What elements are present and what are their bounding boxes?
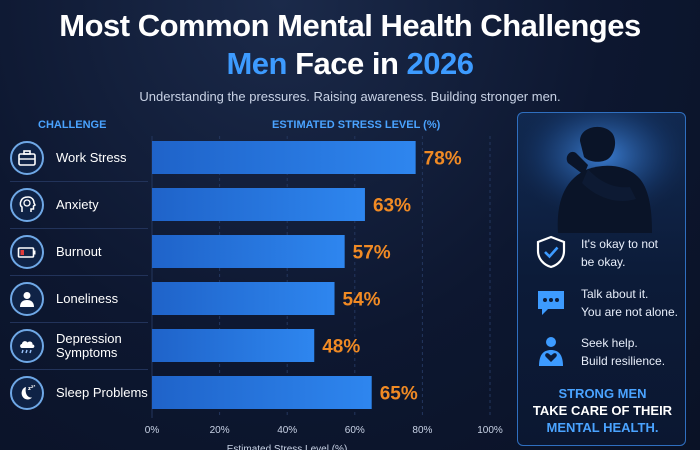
bar-3 [152, 282, 335, 315]
bar-value-label: 78% [424, 149, 462, 170]
briefcase-icon [10, 141, 44, 175]
challenge-row-depression: Depression Symptoms [10, 323, 150, 369]
tip-line: be okay. [581, 255, 626, 269]
speech-bubble-icon [538, 291, 564, 315]
shield-check-icon [536, 235, 566, 269]
challenge-label: Loneliness [56, 291, 119, 306]
stress-column-header: ESTIMATED STRESS LEVEL (%) [272, 119, 441, 131]
bar-5 [152, 376, 372, 409]
bar-value-label: 65% [380, 384, 418, 405]
tip-line: Seek help. [581, 336, 638, 350]
challenge-row-work-stress: Work Stress [10, 135, 150, 181]
challenge-row-burnout: Burnout [10, 229, 150, 275]
row-divider [10, 181, 148, 182]
support-panel: It's okay to not be okay. Talk about it. Y… [517, 112, 686, 446]
bar-4 [152, 329, 315, 362]
challenge-label: Sleep Problems [56, 385, 148, 400]
closing-line: MENTAL HEALTH. [546, 420, 659, 435]
row-divider [10, 322, 148, 323]
person-heart-icon [539, 337, 563, 366]
challenge-column-header: CHALLENGE [38, 119, 107, 131]
tip-okay: It's okay to not be okay. [534, 235, 684, 271]
row-divider [10, 228, 148, 229]
bar-0 [152, 141, 416, 174]
bar-value-label: 57% [353, 243, 391, 264]
row-divider [10, 275, 148, 276]
x-tick-label: 60% [345, 425, 365, 436]
x-tick-label: 20% [210, 425, 230, 436]
row-divider [10, 369, 148, 370]
tip-seek-help: Seek help. Build resilience. [534, 334, 684, 370]
title-plain-text: Face in [286, 46, 407, 81]
bar-value-label: 48% [322, 337, 360, 358]
challenge-label: Burnout [56, 244, 102, 259]
bar-value-label: 54% [343, 290, 381, 311]
challenge-label: Depression Symptoms [56, 331, 122, 360]
tip-line: Build resilience. [581, 354, 666, 368]
tip-talk: Talk about it. You are not alone. [534, 285, 684, 321]
title-accent-men: Men [226, 46, 287, 81]
challenge-row-anxiety: Anxiety [10, 182, 150, 228]
x-tick-label: 100% [477, 425, 503, 436]
bar-2 [152, 235, 345, 268]
challenge-label: Anxiety [56, 197, 99, 212]
low-battery-icon [10, 235, 44, 269]
closing-line: STRONG MEN [558, 386, 647, 401]
stress-bar-chart: 0% 20% 40% 60% 80% 100% 78% 63% 57% 54% 48% 65% Esti… [145, 136, 503, 450]
bar-value-label: 63% [373, 196, 411, 217]
closing-message: STRONG MEN TAKE CARE OF THEIR MENTAL HEA… [518, 385, 685, 436]
brain-head-icon [10, 188, 44, 222]
page-title-line2: Men Face in 2026 [0, 46, 700, 82]
challenge-label: Work Stress [56, 150, 127, 165]
bar-1 [152, 188, 365, 221]
x-tick-label: 40% [277, 425, 297, 436]
person-icon [10, 282, 44, 316]
closing-line: TAKE CARE OF THEIR [532, 403, 673, 418]
title-accent-year: 2026 [406, 46, 474, 81]
tip-line: Talk about it. [581, 287, 649, 301]
svg-text:z: z [31, 384, 34, 389]
page-subtitle: Understanding the pressures. Raising awa… [139, 89, 561, 104]
challenge-row-loneliness: Loneliness [10, 276, 150, 322]
tip-line: It's okay to not [581, 237, 658, 251]
rain-cloud-icon [10, 329, 44, 363]
sad-man-illustration-icon [518, 113, 685, 233]
x-tick-label: 80% [412, 425, 432, 436]
page-title-line1: Most Common Mental Health Challenges [59, 8, 641, 43]
x-tick-label: 0% [145, 425, 160, 436]
x-axis-label: Estimated Stress Level (%) [227, 444, 348, 450]
tip-line: You are not alone. [581, 305, 678, 319]
svg-text:z: z [28, 386, 31, 392]
svg-text:z: z [34, 384, 36, 388]
